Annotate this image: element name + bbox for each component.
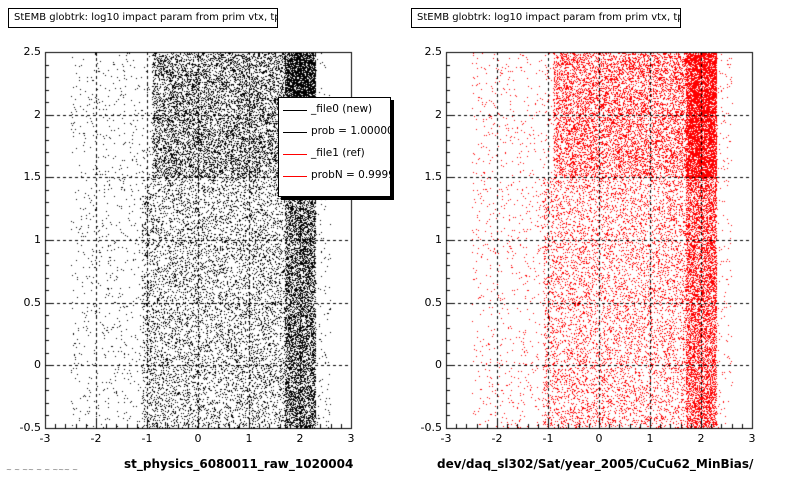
right-x-tick-label: -2 bbox=[491, 432, 503, 445]
left-y-tick-label: 2 bbox=[34, 107, 41, 121]
right-y-tick-label: 0.5 bbox=[424, 295, 443, 309]
right-y-tick-label: 2.5 bbox=[424, 45, 443, 58]
left-x-tick-label: -2 bbox=[90, 432, 102, 445]
right-y-tick-label: 2 bbox=[435, 107, 442, 121]
right-x-axis-label: dev/daq_sl302/Sat/year_2005/CuCu62_MinBi… bbox=[437, 457, 754, 471]
legend-line-icon bbox=[283, 176, 307, 177]
legend-entry-ref: _file1 (ref) bbox=[279, 144, 390, 164]
left-y-tick-label: 2.5 bbox=[23, 45, 42, 58]
right-x-tick-label: 2 bbox=[697, 432, 705, 445]
left-y-tick-label: 1.5 bbox=[23, 170, 42, 184]
right-x-tick-label: -1 bbox=[542, 432, 554, 445]
left-x-tick-label: 0 bbox=[194, 432, 202, 445]
right-y-tick-label: 0 bbox=[435, 358, 442, 372]
left-x-tick-label: -1 bbox=[141, 432, 153, 445]
legend-label: _file1 (ref) bbox=[311, 147, 365, 159]
legend-line-icon bbox=[283, 154, 307, 155]
legend-entry-probn: probN = 0.999995 bbox=[279, 166, 390, 186]
legend-line-icon bbox=[283, 110, 307, 111]
legend-entry-new: _file0 (new) bbox=[279, 100, 390, 120]
right-y-tick-label: -0.5 bbox=[420, 421, 442, 434]
left-x-tick-label: -3 bbox=[39, 432, 51, 445]
left-y-tick-label: 1 bbox=[34, 233, 41, 246]
left-y-tick-label: 0.5 bbox=[23, 295, 42, 309]
right-x-tick-label: 1 bbox=[646, 432, 654, 445]
left-y-tick-label: -0.5 bbox=[19, 421, 41, 434]
right-x-tick-label: -3 bbox=[440, 432, 452, 445]
footer-text: ~ ~ ~~ ~ ~ ~~~ ~ bbox=[6, 466, 79, 474]
legend-line-icon bbox=[283, 132, 307, 133]
legend-label: prob = 1.000000 bbox=[311, 125, 390, 137]
left-x-tick-label: 2 bbox=[296, 432, 304, 445]
right-x-tick-label: 3 bbox=[748, 432, 756, 445]
left-chart-title: StEMB globtrk: log10 impact param from p… bbox=[8, 8, 278, 28]
left-x-axis-label: st_physics_6080011_raw_1020004 bbox=[124, 457, 354, 471]
left-x-tick-label: 3 bbox=[347, 432, 355, 445]
right-y-tick-label: 1 bbox=[435, 233, 442, 246]
legend-entry-prob: prob = 1.000000 bbox=[279, 122, 390, 142]
legend: _file0 (new) prob = 1.000000 _file1 (ref… bbox=[278, 97, 391, 197]
left-x-tick-label: 1 bbox=[245, 432, 253, 445]
right-x-tick-label: 0 bbox=[595, 432, 603, 445]
legend-label: probN = 0.999995 bbox=[311, 169, 390, 181]
right-chart-title: StEMB globtrk: log10 impact param from p… bbox=[411, 8, 681, 28]
legend-label: _file0 (new) bbox=[311, 103, 373, 115]
right-y-tick-label: 1.5 bbox=[424, 170, 443, 184]
left-y-tick-label: 0 bbox=[34, 358, 41, 372]
